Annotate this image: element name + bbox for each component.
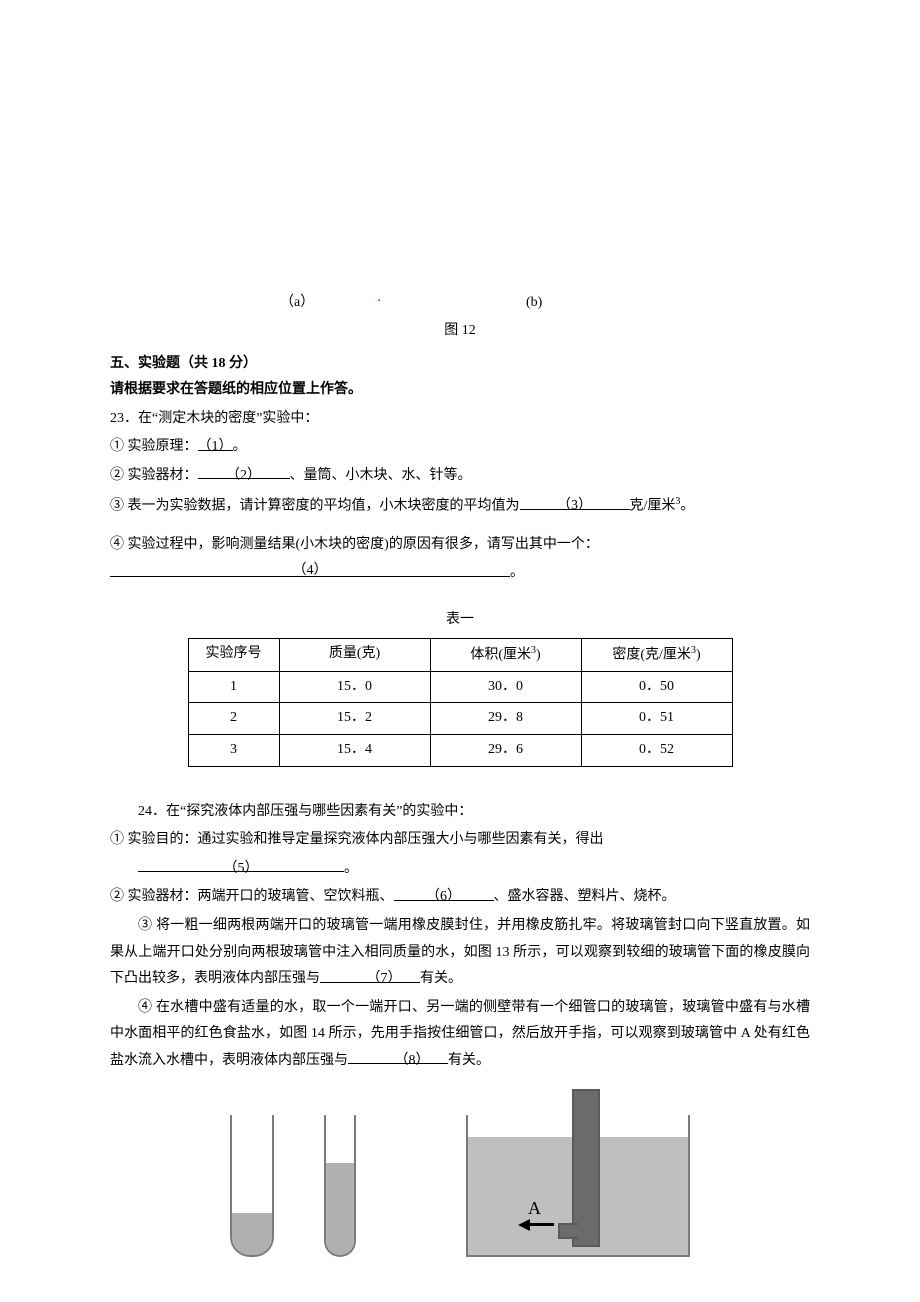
q23-line-4-blank: （4）。 <box>110 560 810 587</box>
q23-blank-2: （2） <box>198 463 290 479</box>
col-mass: 质量(克) <box>279 638 430 671</box>
figure-12-caption: 图 12 <box>110 318 810 345</box>
arrow-left-icon <box>518 1219 530 1231</box>
cell: 3 <box>188 735 279 767</box>
q23-intro: 23．在“测定木块的密度”实验中： <box>110 406 810 433</box>
wide-tube-icon <box>230 1115 274 1257</box>
diagram-row: A <box>110 1115 810 1257</box>
cell: 1 <box>188 671 279 703</box>
tank-icon: A <box>466 1115 690 1257</box>
cell: 15．4 <box>279 735 430 767</box>
q23-line3-post-c: 。 <box>680 498 694 513</box>
q23-line-4: ④ 实验过程中，影响测量结果(小木块的密度)的原因有很多，请写出其中一个： <box>110 532 810 559</box>
q24-intro: 24．在“探究液体内部压强与哪些因素有关”的实验中： <box>110 799 810 826</box>
q23-line1-post: 。 <box>233 439 247 454</box>
q24-p3-b: 有关。 <box>420 971 462 986</box>
figure-12-label-b: (b) <box>526 290 542 317</box>
cell: 29．8 <box>430 703 581 735</box>
arrow-stem-icon <box>530 1223 554 1226</box>
cell: 30．0 <box>430 671 581 703</box>
page: （a） ▪ (b) 图 12 五、实验题（共 18 分） 请根据要求在答题纸的相… <box>0 0 920 1297</box>
q24-para-4: ④ 在水槽中盛有适量的水，取一个一端开口、另一端的侧壁带有一个细管口的玻璃管，玻… <box>110 995 810 1075</box>
q24-blank-6: （6） <box>394 884 494 900</box>
q24-line2-pre: ② 实验器材：两端开口的玻璃管、空饮料瓶、 <box>110 889 394 904</box>
table-row: 3 15．4 29．6 0．52 <box>188 735 732 767</box>
cell: 15．2 <box>279 703 430 735</box>
q24-blank-5: （5） <box>138 856 344 872</box>
q23-line2-post: 、量筒、小木块、水、针等。 <box>290 468 472 483</box>
table-row: 1 15．0 30．0 0．50 <box>188 671 732 703</box>
water-level-icon <box>326 1163 354 1255</box>
q23-blank-4: （4） <box>110 560 510 576</box>
q24-blank-7: （7） <box>320 966 420 982</box>
table-header-row: 实验序号 质量(克) 体积(厘米3) 密度(克/厘米3) <box>188 638 732 671</box>
q24-line1-post: 。 <box>344 861 358 876</box>
section-5-note: 请根据要求在答题纸的相应位置上作答。 <box>110 377 810 404</box>
table-row: 2 15．2 29．8 0．51 <box>188 703 732 735</box>
q23-blank-3: （3） <box>520 493 630 509</box>
col-index: 实验序号 <box>188 638 279 671</box>
section-5-heading: 五、实验题（共 18 分） <box>110 351 810 378</box>
table-1-label: 表一 <box>110 607 810 634</box>
cell: 0．51 <box>581 703 732 735</box>
table-1: 实验序号 质量(克) 体积(厘米3) 密度(克/厘米3) 1 15．0 30．0… <box>188 638 733 767</box>
q24-line-2: ② 实验器材：两端开口的玻璃管、空饮料瓶、（6）、盛水容器、塑料片、烧杯。 <box>110 884 810 911</box>
q23-line1-pre: ① 实验原理： <box>110 439 198 454</box>
q23-line3-post-a: 克/厘米 <box>630 498 676 513</box>
q24-line-1: ① 实验目的：通过实验和推导定量探究液体内部压强大小与哪些因素有关，得出 <box>110 827 810 854</box>
q23-line3-pre: ③ 表一为实验数据，请计算密度的平均值，小木块密度的平均值为 <box>110 498 520 513</box>
q23-line4-post: 。 <box>510 565 524 580</box>
col-volume: 体积(厘米3) <box>430 638 581 671</box>
col-density: 密度(克/厘米3) <box>581 638 732 671</box>
q23-line-2: ② 实验器材：（2）、量筒、小木块、水、针等。 <box>110 463 810 490</box>
q24-blank-8: （8） <box>348 1048 448 1064</box>
cell: 15．0 <box>279 671 430 703</box>
figure-12-labels: （a） ▪ (b) <box>110 290 810 320</box>
inner-tube-icon <box>572 1089 600 1247</box>
figure-12-label-a: （a） <box>280 290 314 317</box>
q23-blank-1: （1） <box>198 434 233 450</box>
q23-line-3: ③ 表一为实验数据，请计算密度的平均值，小木块密度的平均值为（3）克/厘米3。 <box>110 492 810 520</box>
water-level-icon <box>232 1213 272 1255</box>
q23-line-1: ① 实验原理：（1）。 <box>110 434 810 461</box>
nozzle-icon <box>558 1223 578 1239</box>
cell: 0．50 <box>581 671 732 703</box>
cell: 2 <box>188 703 279 735</box>
q24-line2-post: 、盛水容器、塑料片、烧杯。 <box>494 889 676 904</box>
tank-diagram: A <box>466 1115 690 1257</box>
q24-para-3: ③ 将一粗一细两根两端开口的玻璃管一端用橡皮膜封住，并用橡皮筋扎牢。将玻璃管封口… <box>0 913 810 993</box>
q23-line2-pre: ② 实验器材： <box>110 468 198 483</box>
figure-12-dot: ▪ <box>378 296 380 307</box>
cell: 29．6 <box>430 735 581 767</box>
narrow-tube-icon <box>324 1115 356 1257</box>
tube-pair <box>230 1115 356 1257</box>
q24-line-1-blank: （5）。 <box>110 856 810 883</box>
cell: 0．52 <box>581 735 732 767</box>
q24-p4-b: 有关。 <box>448 1053 490 1068</box>
